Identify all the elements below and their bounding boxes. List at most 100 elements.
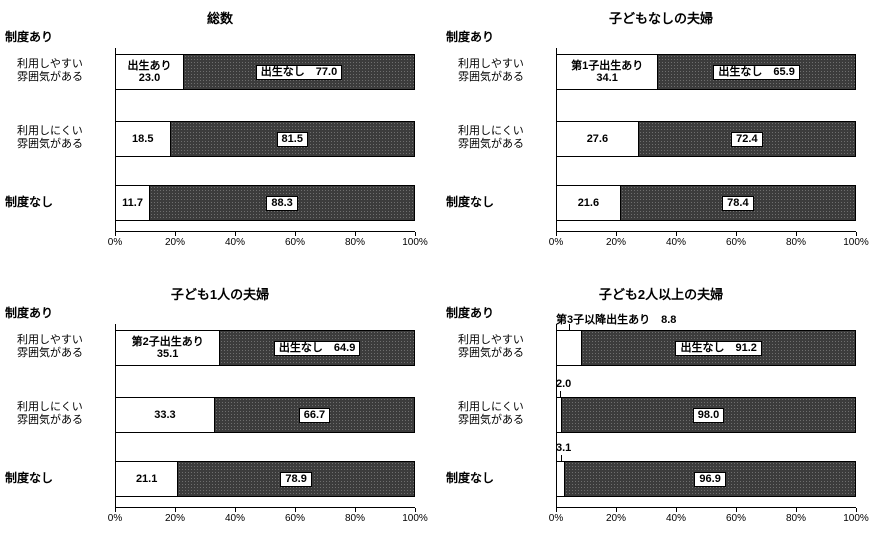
panel-title: 総数 <box>206 11 233 26</box>
panel-total: 総数 制度あり 出生あり 23.0 出生なし 77.0 18.5 81.5 11.7 88.… <box>0 0 440 276</box>
segment-birth: 18.5 <box>115 121 171 157</box>
bar-row: 第2子出生あり 35.1 出生なし 64.9 <box>115 330 415 366</box>
segment-birth: 21.1 <box>115 461 179 497</box>
bar-row: 21.1 78.9 <box>115 461 415 497</box>
axis-tick <box>295 232 296 236</box>
category-label: 利用しにくい 雰囲気がある <box>17 125 83 150</box>
axis-tick <box>616 508 617 512</box>
axis-tick <box>355 232 356 236</box>
birth-value-label: 27.6 <box>586 133 609 145</box>
axis-tick-label: 80% <box>344 237 366 248</box>
axis-tick-label: 40% <box>224 513 246 524</box>
no-birth-value-label: 出生なし 65.9 <box>713 64 800 80</box>
category-label: 利用しやすい 雰囲気がある <box>458 334 524 359</box>
axis-tick-label: 40% <box>665 237 687 248</box>
category-label: 利用しにくい 雰囲気がある <box>17 401 83 426</box>
plot-area: 第2子出生あり 35.1 出生なし 64.9 33.3 66.7 21.1 78.9 0% 20… <box>108 276 428 538</box>
no-birth-value-label: 66.7 <box>298 407 331 423</box>
axis-tick <box>676 232 677 236</box>
axis-tick-label: 80% <box>344 513 366 524</box>
plot-area: 出生あり 23.0 出生なし 77.0 18.5 81.5 11.7 88.3 0% 20% 40… <box>108 0 428 262</box>
bar-row: 27.6 72.4 <box>556 121 856 157</box>
axis-tick-label: 60% <box>284 237 306 248</box>
y-axis <box>556 324 557 508</box>
category-label: 制度なし <box>446 470 495 485</box>
segment-birth <box>556 461 566 497</box>
x-axis <box>115 507 415 508</box>
axis-tick-label: 20% <box>605 513 627 524</box>
axis-tick-label: 0% <box>548 237 564 248</box>
segment-no-birth: 96.9 <box>565 461 856 497</box>
leader-line <box>560 391 561 397</box>
category-label: 利用しやすい 雰囲気がある <box>458 58 524 83</box>
axis-tick <box>556 508 557 512</box>
group-label-seido-ari: 制度あり <box>5 306 54 320</box>
x-axis <box>556 507 856 508</box>
no-birth-value-label: 81.5 <box>276 131 308 147</box>
segment-birth: 出生あり 23.0 <box>115 54 184 90</box>
no-birth-value-label: 88.3 <box>266 195 298 211</box>
axis-tick <box>736 508 737 512</box>
segment-no-birth: 72.4 <box>638 121 856 157</box>
no-birth-value-label: 78.4 <box>722 195 754 211</box>
axis-tick <box>856 508 857 512</box>
axis-tick-label: 80% <box>785 513 807 524</box>
axis-tick <box>235 508 236 512</box>
axis-tick <box>796 508 797 512</box>
birth-value-label-above: 3.1 <box>556 442 572 454</box>
no-birth-value-label: 72.4 <box>731 131 763 147</box>
axis-tick <box>115 508 116 512</box>
bar-row: 11.7 88.3 <box>115 185 415 221</box>
bar-row: 第1子出生あり 34.1 出生なし 65.9 <box>556 54 856 90</box>
birth-value-label-above: 第3子以降出生あり 8.8 <box>556 314 677 326</box>
axis-tick <box>856 232 857 236</box>
birth-value-label: 第1子出生あり 34.1 <box>571 60 644 84</box>
panel-title: 子ども1人の夫婦 <box>170 287 270 302</box>
axis-tick <box>115 232 116 236</box>
axis-tick <box>355 508 356 512</box>
no-birth-value-label: 98.0 <box>692 407 725 423</box>
y-axis <box>115 48 116 232</box>
no-birth-value-label: 出生なし 77.0 <box>255 64 343 80</box>
segment-birth: 11.7 <box>115 185 151 221</box>
axis-tick-label: 80% <box>785 237 807 248</box>
axis-tick <box>295 508 296 512</box>
panel-title: 子ども2人以上の夫婦 <box>598 287 724 302</box>
axis-tick <box>796 232 797 236</box>
birth-value-label: 18.5 <box>132 133 154 145</box>
plot-area: 第1子出生あり 34.1 出生なし 65.9 27.6 72.4 21.6 78.4 0% 20… <box>549 0 869 262</box>
category-label: 利用しやすい 雰囲気がある <box>17 334 83 359</box>
y-axis <box>115 324 116 508</box>
birth-value-label: 第2子出生あり 35.1 <box>131 336 204 360</box>
segment-no-birth: 88.3 <box>150 185 415 221</box>
axis-tick <box>175 232 176 236</box>
category-label: 利用しにくい 雰囲気がある <box>458 125 524 150</box>
category-label: 制度なし <box>446 194 495 209</box>
leader-line <box>569 324 571 330</box>
axis-tick <box>175 508 176 512</box>
segment-no-birth: 78.4 <box>620 185 856 221</box>
segment-birth: 27.6 <box>556 121 639 157</box>
category-label: 利用しにくい 雰囲気がある <box>458 401 524 426</box>
axis-tick <box>235 232 236 236</box>
axis-tick-label: 100% <box>843 513 869 524</box>
birth-value-label: 11.7 <box>122 197 143 209</box>
birth-value-label: 21.6 <box>577 197 600 209</box>
chart-body: 第1子出生あり 34.1 出生なし 65.9 27.6 72.4 21.6 78.4 0% 20… <box>441 0 881 276</box>
segment-no-birth: 出生なし 91.2 <box>582 330 856 366</box>
group-label-seido-ari: 制度あり <box>446 306 495 320</box>
axis-tick <box>415 232 416 236</box>
category-label: 制度なし <box>5 470 54 485</box>
axis-tick-label: 100% <box>402 237 428 248</box>
no-birth-value-label: 出生なし 91.2 <box>675 340 762 356</box>
x-axis <box>115 231 415 232</box>
axis-tick-label: 0% <box>548 513 564 524</box>
x-axis <box>556 231 856 232</box>
bar-row: 18.5 81.5 <box>115 121 415 157</box>
panel-one-child: 子ども1人の夫婦 制度あり 第2子出生あり 35.1 出生なし 64.9 33.3 66… <box>0 276 440 552</box>
segment-birth: 第2子出生あり 35.1 <box>115 330 221 366</box>
group-label-seido-ari: 制度あり <box>446 30 495 44</box>
segment-birth: 33.3 <box>115 397 215 433</box>
segment-no-birth: 98.0 <box>562 397 856 433</box>
axis-tick-label: 40% <box>224 237 246 248</box>
